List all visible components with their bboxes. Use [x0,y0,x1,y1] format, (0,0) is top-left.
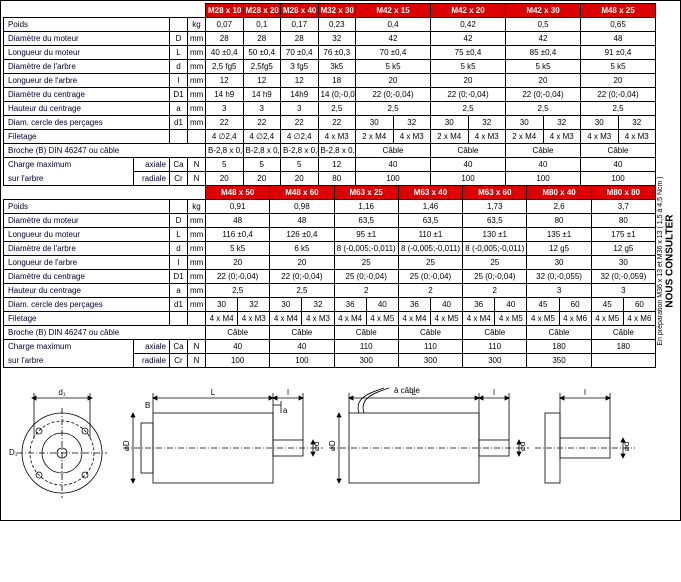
motor-diagrams: d₁ D₁ L l a B ⌀D ⌀d [3,368,656,518]
row-charge-rad: sur l'arbreradiale CrN 20202080 10010010… [4,172,656,186]
row-diam-cercle: Diam. cercle des perçages d1mm 22222222 … [4,116,656,130]
col-h: M28 x 10 [206,4,244,18]
front-view-diagram: d₁ D₁ [7,383,117,503]
row-diam-cercle: Diam. cercle des perçages d1mm 3032 3032… [4,298,656,312]
spec-row: Longueur du moteurLmm116 ±0,4126 ±0,495 … [4,228,656,242]
row-filetage: Filetage 4 ∅2,44 ∅2,44 ∅2,44 x M3 2 x M4… [4,130,656,144]
spec-row: Diamètre de l'arbredmm5 k56 k58 (-0,005;… [4,242,656,256]
svg-text:⌀D: ⌀D [329,440,337,451]
row-charge-ax: Charge maximumaxiale CaN 55512 40404040 [4,158,656,172]
svg-text:d₁: d₁ [58,388,65,397]
row-broche: Broche (B) DIN 46247 ou câble B-2,8 x 0,… [4,144,656,158]
svg-text:⌀D: ⌀D [123,440,131,451]
col-h: M42 x 15 [356,4,431,18]
side-view-b: L l a B ⌀D ⌀d [123,383,323,503]
svg-text:a: a [283,406,288,415]
spec-row: Poidskg0,910,981,161,461,732,63,7 [4,200,656,214]
svg-text:L: L [211,388,216,397]
col-h: M63 x 25 [334,186,398,200]
side-view-cable: L l à câble ⌀D ⌀d [329,383,529,503]
col-h: M48 x 60 [270,186,334,200]
col-h: M63 x 60 [463,186,527,200]
col-h: M48 x 50 [206,186,270,200]
row-filetage: Filetage 4 x M44 x M3 4 x M44 x M3 4 x M… [4,312,656,326]
spec-row: Longueur du moteurLmm40 ±0,450 ±0,470 ±0… [4,46,656,60]
col-h: M42 x 30 [506,4,581,18]
row-broche: Broche (B) DIN 46247 ou câble CâbleCâble… [4,326,656,340]
col-h: M48 x 25 [581,4,656,18]
side-note: En préparation M36 x 13 et M36 x 13 ( 1,… [657,176,676,345]
svg-text:D₁: D₁ [9,448,18,457]
col-h: M42 x 20 [431,4,506,18]
row-charge-rad: sur l'arbreradiale CrN 100100300 3003003… [4,354,656,368]
col-h: M28 x 40 [281,4,319,18]
spec-row: Diamètre du centrageD1mm14 h914 h914h914… [4,88,656,102]
svg-text:⌀d: ⌀d [518,442,527,451]
col-h: M80 x 80 [591,186,655,200]
col-h: M32 x 30 [318,4,356,18]
spec-row: Hauteur du centrageamm2,52,522233 [4,284,656,298]
shaft-detail: l ⌀d [535,383,635,503]
svg-text:B: B [145,401,150,410]
spec-row: Hauteur du centrageamm3332,52,52,52,52,5 [4,102,656,116]
svg-text:l: l [287,388,289,397]
col-h: M28 x 20 [243,4,281,18]
row-charge-ax: Charge maximumaxiale CaN 4040110 1101101… [4,340,656,354]
spec-row: Diamètre de l'arbredmm2,5 fg52,5fg53 fg5… [4,60,656,74]
spec-table-2: M48 x 50 M48 x 60 M63 x 25 M63 x 40 M63 … [3,185,656,368]
spec-row: Diamètre du moteurDmm484863,563,563,5808… [4,214,656,228]
svg-text:⌀d: ⌀d [312,442,321,451]
col-h: M80 x 40 [527,186,591,200]
spec-row: Poidskg0,070,10,170,230,40,420,50,65 [4,18,656,32]
svg-text:⌀d: ⌀d [622,442,631,451]
col-h: M63 x 40 [398,186,462,200]
svg-text:à câble: à câble [394,386,420,395]
spec-row: Longueur de l'arbrelmm1212121820202020 [4,74,656,88]
spec-row: Diamètre du moteurDmm2828283242424248 [4,32,656,46]
svg-text:l: l [493,388,495,397]
spec-row: Diamètre du centrageD1mm22 (0;-0,04)22 (… [4,270,656,284]
svg-text:l: l [584,388,586,397]
spec-row: Longueur de l'arbrelmm20202525253030 [4,256,656,270]
spec-table-1: M28 x 10 M28 x 20 M28 x 40 M32 x 30 M42 … [3,3,656,186]
